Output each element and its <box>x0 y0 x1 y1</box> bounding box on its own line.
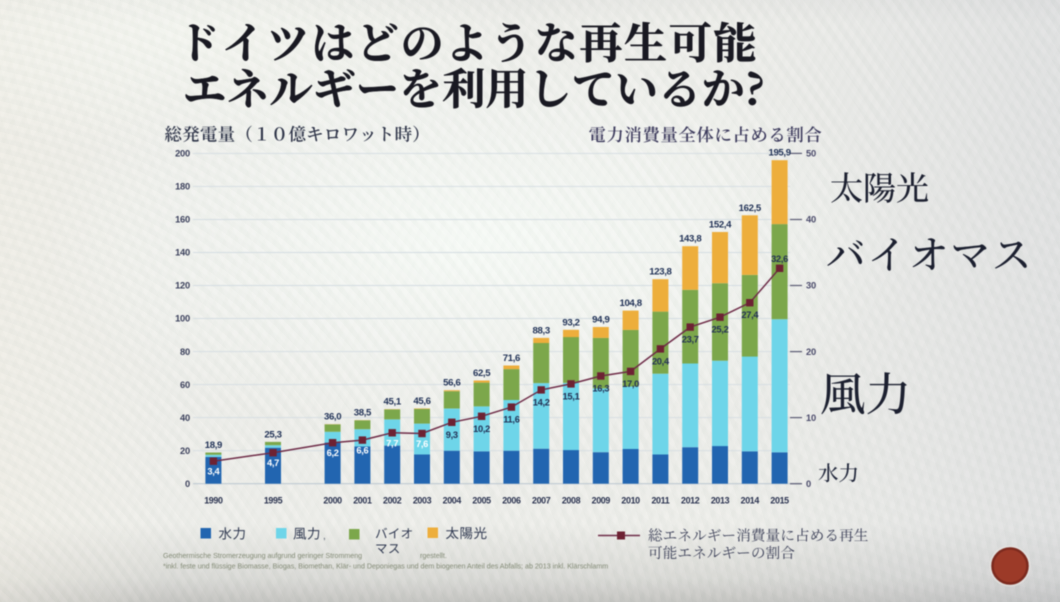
svg-text:11,6: 11,6 <box>503 415 520 425</box>
svg-text:*inkl. feste und flüssige Biom: *inkl. feste und flüssige Biomasse, Biog… <box>163 563 608 571</box>
svg-text:71,6: 71,6 <box>503 353 520 364</box>
svg-text:18,9: 18,9 <box>205 440 222 451</box>
svg-text:2008: 2008 <box>562 496 581 506</box>
svg-text:1995: 1995 <box>264 496 283 506</box>
svg-text:38,5: 38,5 <box>354 408 372 419</box>
svg-text:93,2: 93,2 <box>562 317 579 328</box>
svg-text:2012: 2012 <box>681 496 700 506</box>
svg-text:162,5: 162,5 <box>739 203 762 214</box>
svg-text:9,3: 9,3 <box>446 430 458 440</box>
svg-text:10,2: 10,2 <box>473 424 490 434</box>
svg-text:160: 160 <box>175 215 190 225</box>
svg-text:32,6: 32,6 <box>771 254 788 264</box>
svg-text:2001: 2001 <box>353 496 372 506</box>
svg-text:,: , <box>323 531 326 542</box>
svg-text:10: 10 <box>806 413 816 423</box>
svg-text:195,9: 195,9 <box>768 148 790 159</box>
svg-text:2000: 2000 <box>323 496 342 506</box>
svg-text:0: 0 <box>806 479 811 489</box>
svg-text:36,0: 36,0 <box>324 412 341 423</box>
svg-text:2003: 2003 <box>413 496 432 506</box>
svg-text:20: 20 <box>806 347 816 357</box>
svg-text:40: 40 <box>180 413 190 423</box>
svg-text:27,4: 27,4 <box>741 310 759 320</box>
svg-text:2006: 2006 <box>502 496 521 506</box>
svg-text:4,7: 4,7 <box>267 458 279 468</box>
svg-text:rgestellt.: rgestellt. <box>420 552 447 560</box>
svg-text:143,8: 143,8 <box>679 234 702 245</box>
svg-text:123,8: 123,8 <box>649 267 672 278</box>
svg-text:3,4: 3,4 <box>207 467 220 477</box>
svg-text:60: 60 <box>180 380 190 390</box>
svg-text:7,6: 7,6 <box>416 439 428 449</box>
svg-text:6,6: 6,6 <box>356 446 368 456</box>
svg-text:16,3: 16,3 <box>592 384 609 394</box>
svg-text:152,4: 152,4 <box>709 220 732 231</box>
svg-text:100: 100 <box>175 314 190 324</box>
svg-text:40: 40 <box>806 215 816 225</box>
svg-text:62,5: 62,5 <box>473 368 491 379</box>
svg-text:88,3: 88,3 <box>533 325 550 336</box>
svg-text:23,7: 23,7 <box>682 335 699 345</box>
svg-text:0: 0 <box>185 479 190 489</box>
svg-text:104,8: 104,8 <box>619 298 642 309</box>
svg-text:2002: 2002 <box>383 496 402 506</box>
svg-text:7,7: 7,7 <box>386 438 398 448</box>
svg-text:45,1: 45,1 <box>384 397 402 408</box>
svg-text:6,2: 6,2 <box>327 448 339 458</box>
svg-text:140: 140 <box>175 248 190 258</box>
svg-text:2004: 2004 <box>443 496 462 506</box>
svg-text:30: 30 <box>806 281 816 291</box>
svg-text:56,6: 56,6 <box>443 378 460 389</box>
svg-text:2015: 2015 <box>770 496 789 506</box>
svg-text:15,1: 15,1 <box>563 391 580 401</box>
svg-text:80: 80 <box>180 347 190 357</box>
svg-text:2009: 2009 <box>592 496 611 506</box>
svg-text:200: 200 <box>175 149 190 159</box>
svg-text:25,2: 25,2 <box>712 325 729 335</box>
svg-text:2010: 2010 <box>621 496 640 506</box>
svg-text:2013: 2013 <box>711 496 730 506</box>
svg-text:20,4: 20,4 <box>652 356 670 366</box>
svg-text:180: 180 <box>175 182 190 192</box>
svg-text:50: 50 <box>806 149 816 159</box>
svg-text:Geothermische Stromerzeugung a: Geothermische Stromerzeugung aufgrund ge… <box>163 552 362 560</box>
svg-text:45,6: 45,6 <box>413 396 430 407</box>
svg-text:2005: 2005 <box>472 496 491 506</box>
svg-text:1990: 1990 <box>204 496 223 506</box>
svg-text:2007: 2007 <box>532 496 551 506</box>
svg-text:120: 120 <box>175 281 190 291</box>
svg-text:20: 20 <box>180 446 190 456</box>
svg-text:25,3: 25,3 <box>264 429 281 440</box>
svg-text:17,0: 17,0 <box>622 379 639 389</box>
svg-text:14,2: 14,2 <box>533 397 550 407</box>
svg-text:2014: 2014 <box>741 496 760 506</box>
svg-text:94,9: 94,9 <box>592 315 609 326</box>
svg-text:2011: 2011 <box>651 496 669 506</box>
